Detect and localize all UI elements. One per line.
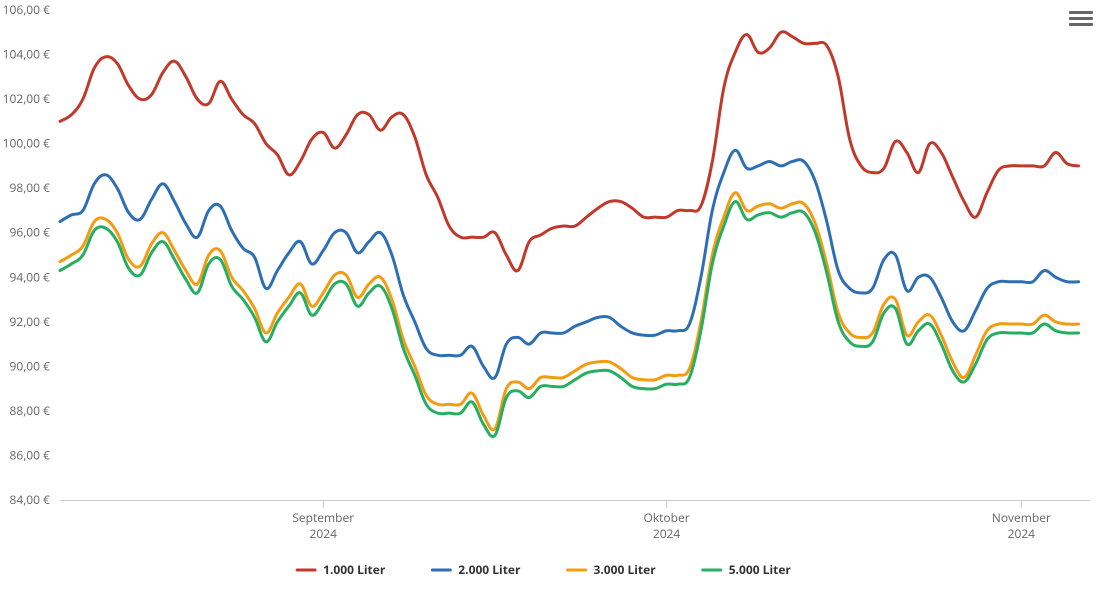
y-tick-label: 106,00 € — [3, 1, 51, 18]
legend-label[interactable]: 1.000 Liter — [323, 561, 386, 578]
chart-menu-icon[interactable] — [1069, 8, 1093, 30]
x-tick-label-year: 2024 — [1008, 525, 1036, 542]
series-line — [60, 32, 1079, 271]
x-tick-label-month: November — [992, 509, 1051, 526]
price-chart: 84,00 € 86,00 € 88,00 € 90,00 € 92,00 € 94,00… — [0, 0, 1105, 602]
y-tick-label: 104,00 € — [3, 46, 51, 63]
y-tick-label: 92,00 € — [9, 313, 50, 330]
y-tick-label: 96,00 € — [9, 224, 50, 241]
legend-label[interactable]: 2.000 Liter — [458, 561, 521, 578]
x-tick-label-year: 2024 — [653, 525, 681, 542]
legend-label[interactable]: 3.000 Liter — [594, 561, 657, 578]
legend-label[interactable]: 5.000 Liter — [729, 561, 792, 578]
x-tick-label-month: Oktober — [643, 509, 689, 526]
y-tick-label: 86,00 € — [9, 446, 50, 463]
x-tick-label-year: 2024 — [309, 525, 337, 542]
series-line — [60, 201, 1079, 436]
y-tick-label: 94,00 € — [9, 268, 50, 285]
series-line — [60, 150, 1079, 378]
y-tick-label: 90,00 € — [9, 357, 50, 374]
y-tick-label: 98,00 € — [9, 179, 50, 196]
y-tick-label: 84,00 € — [9, 491, 50, 508]
x-tick-label-month: September — [292, 509, 354, 526]
y-tick-label: 102,00 € — [3, 90, 51, 107]
series-line — [60, 193, 1079, 430]
chart-svg: 84,00 € 86,00 € 88,00 € 90,00 € 92,00 € 94,00… — [0, 0, 1105, 602]
y-tick-label: 88,00 € — [9, 402, 50, 419]
y-tick-label: 100,00 € — [3, 135, 51, 152]
